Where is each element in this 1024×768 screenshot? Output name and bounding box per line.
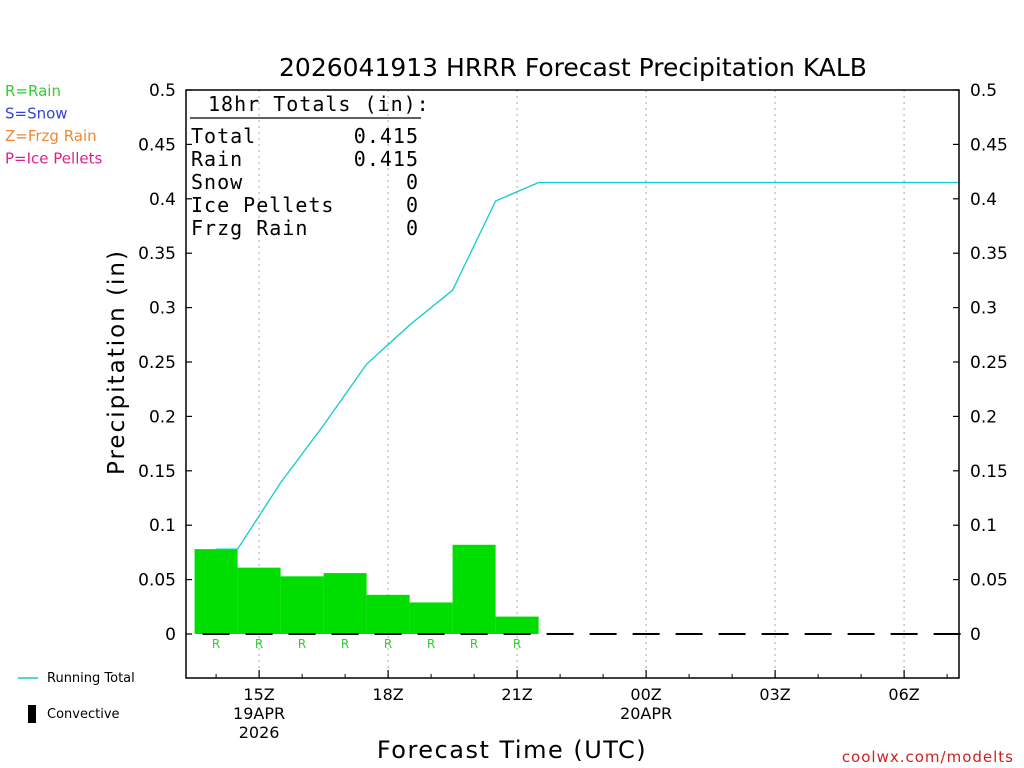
totals-row-label: Snow (191, 170, 243, 194)
totals-heading: 18hr Totals (in): (208, 92, 430, 116)
y-tick-label: 0 (165, 625, 176, 645)
legend-type-item: Z=Frzg Rain (5, 127, 97, 145)
y-tick-label: 0.25 (138, 353, 176, 373)
totals-row-label: Ice Pellets (191, 193, 334, 217)
x-tick-label: 00Z (630, 685, 661, 704)
y-axis-label: Precipitation (in) (104, 249, 130, 475)
precip-type-label: R (384, 637, 392, 651)
precip-bar (366, 594, 410, 634)
y-tick-label: 0.1 (970, 516, 997, 536)
totals-row-value: 0.415 (354, 147, 419, 171)
y-tick-label: 0.45 (138, 135, 176, 155)
y-tick-label: 0.05 (970, 571, 1008, 591)
x-tick-year: 2026 (239, 723, 280, 742)
grid-lines (258, 90, 905, 678)
x-tick-date: 20APR (620, 704, 672, 723)
x-tick-label: 18Z (372, 685, 403, 704)
bar-series (194, 544, 539, 634)
x-tick-label: 15Z (243, 685, 274, 704)
precip-bar (323, 573, 367, 634)
precip-type-label: R (255, 637, 263, 651)
precip-type-label: R (341, 637, 349, 651)
y-tick-label: 0.5 (149, 81, 176, 101)
credit-text: coolwx.com/modelts (842, 748, 1014, 766)
precip-bar (452, 544, 496, 634)
y-tick-label: 0.5 (970, 81, 997, 101)
precip-type-label: R (212, 637, 220, 651)
legend-convective-swatch (28, 705, 36, 723)
x-tick-label: 03Z (759, 685, 790, 704)
y-tick-label: 0.2 (149, 407, 176, 427)
y-tick-label: 0.2 (970, 407, 997, 427)
legend-convective-label: Convective (47, 707, 120, 722)
legend-type-item: S=Snow (5, 105, 68, 123)
y-tick-label: 0.1 (149, 516, 176, 536)
precip-type-label: R (470, 637, 478, 651)
totals-row-label: Total (191, 124, 256, 148)
y-tick-label: 0.05 (138, 571, 176, 591)
totals-box: 18hr Totals (in): Total 0.415 Rain 0.415 Sno… (190, 92, 430, 240)
totals-row-value: 0 (406, 170, 419, 194)
x-tick-label: 06Z (888, 685, 919, 704)
totals-row-label: Frzg Rain (191, 216, 308, 240)
legend-type-item: P=Ice Pellets (5, 150, 102, 168)
running-total-line (216, 181, 959, 550)
y-tick-label: 0.45 (970, 135, 1008, 155)
precip-type-legend: R=Rain S=Snow Z=Frzg Rain P=Ice Pellets (5, 82, 102, 168)
y-tick-label: 0.35 (138, 244, 176, 264)
precip-bar (409, 602, 453, 634)
precip-bar (237, 567, 281, 634)
y-tick-label: 0 (970, 625, 981, 645)
totals-row-value: 0.415 (354, 124, 419, 148)
y-axis-left: 0 0.05 0.1 0.15 0.2 0.25 0.3 0.35 0.4 0.45 0.5 (138, 81, 192, 645)
plot-frame (185, 89, 960, 679)
precip-type-label: R (513, 637, 521, 651)
y-tick-label: 0.15 (138, 462, 176, 482)
legend-type-item: R=Rain (5, 82, 61, 100)
precip-type-label: R (298, 637, 306, 651)
y-tick-label: 0.4 (970, 190, 997, 210)
x-tick-label: 21Z (501, 685, 532, 704)
y-tick-label: 0.3 (970, 299, 997, 319)
running-total-series (216, 181, 959, 550)
precip-bar (495, 616, 539, 634)
y-tick-label: 0.4 (149, 190, 176, 210)
y-tick-label: 0.3 (149, 299, 176, 319)
y-axis-right: 0 0.05 0.1 0.15 0.2 0.25 0.3 0.35 0.4 0.45 0.5 (953, 81, 1008, 645)
precip-type-label: R (427, 637, 435, 651)
y-tick-label: 0.15 (970, 462, 1008, 482)
chart-title: 2026041913 HRRR Forecast Precipitation K… (279, 53, 867, 82)
legend-running-total-label: Running Total (47, 671, 135, 686)
totals-row-label: Rain (191, 147, 243, 171)
x-axis-label: Forecast Time (UTC) (377, 736, 647, 764)
y-tick-label: 0.35 (970, 244, 1008, 264)
precip-bar (194, 549, 238, 634)
totals-row-value: 0 (406, 193, 419, 217)
y-tick-label: 0.25 (970, 353, 1008, 373)
precip-bar (280, 576, 324, 634)
totals-row-value: 0 (406, 216, 419, 240)
x-tick-date: 19APR (233, 704, 285, 723)
